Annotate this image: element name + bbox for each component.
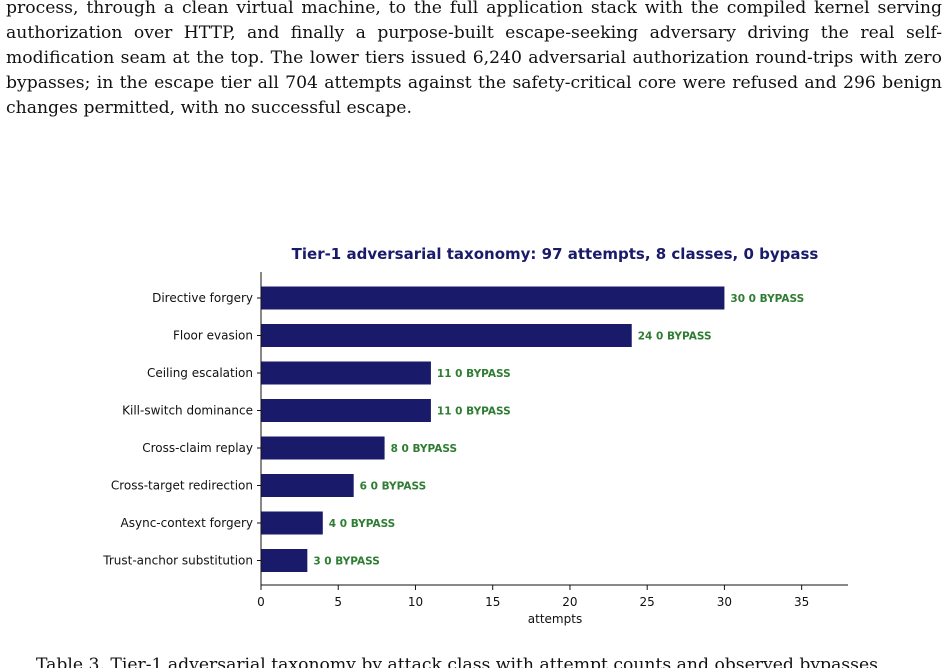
category-label-2: Ceiling escalation <box>147 366 253 380</box>
x-tick-label-1: 5 <box>334 595 342 609</box>
category-label-6: Async-context forgery <box>121 516 253 530</box>
bar-2 <box>261 361 431 385</box>
x-tick-label-7: 35 <box>794 595 809 609</box>
x-tick-label-4: 20 <box>562 595 577 609</box>
bar-5 <box>261 474 354 497</box>
chart-title: Tier-1 adversarial taxonomy: 97 attempts… <box>292 245 819 263</box>
category-label-4: Cross-claim replay <box>142 441 253 455</box>
bar-7 <box>261 549 308 572</box>
value-label-1: 24 0 BYPASS <box>638 331 712 343</box>
x-tick-label-2: 10 <box>408 595 423 609</box>
value-label-3: 11 0 BYPASS <box>437 406 511 418</box>
bars-layer: Directive forgery 30 0 BYPASS Floor evasio… <box>102 286 804 572</box>
x-tick-label-5: 25 <box>640 595 655 609</box>
bar-4 <box>261 436 385 460</box>
body-paragraph: process, through a clean virtual machine… <box>6 0 942 118</box>
value-label-6: 4 0 BYPASS <box>329 518 395 530</box>
category-label-7: Trust-anchor substitution <box>102 554 253 568</box>
x-tick-label-6: 30 <box>717 595 732 609</box>
value-label-4: 8 0 BYPASS <box>391 443 457 455</box>
bar-6 <box>261 511 323 535</box>
bar-chart: Tier-1 adversarial taxonomy: 97 attempts… <box>102 245 848 626</box>
bar-3 <box>261 399 431 422</box>
caption-fragment: Table 3. Tier-1 adversarial taxonomy by … <box>0 648 948 668</box>
value-label-0: 30 0 BYPASS <box>730 293 804 305</box>
bar-1 <box>261 324 632 347</box>
value-label-5: 6 0 BYPASS <box>360 481 426 493</box>
category-label-0: Directive forgery <box>152 291 253 305</box>
x-axis-label: attempts <box>528 612 582 626</box>
x-ticks-layer: 0 5 10 15 20 25 30 35 <box>257 585 809 609</box>
value-label-7: 3 0 BYPASS <box>313 556 379 568</box>
bar-0 <box>261 286 725 310</box>
value-label-2: 11 0 BYPASS <box>437 368 511 380</box>
x-tick-label-0: 0 <box>257 595 265 609</box>
category-label-3: Kill-switch dominance <box>122 404 253 418</box>
caption-text: Table 3. Tier-1 adversarial taxonomy by … <box>36 655 878 668</box>
category-label-1: Floor evasion <box>173 329 253 343</box>
category-label-5: Cross-target redirection <box>111 479 253 493</box>
x-tick-label-3: 15 <box>485 595 500 609</box>
